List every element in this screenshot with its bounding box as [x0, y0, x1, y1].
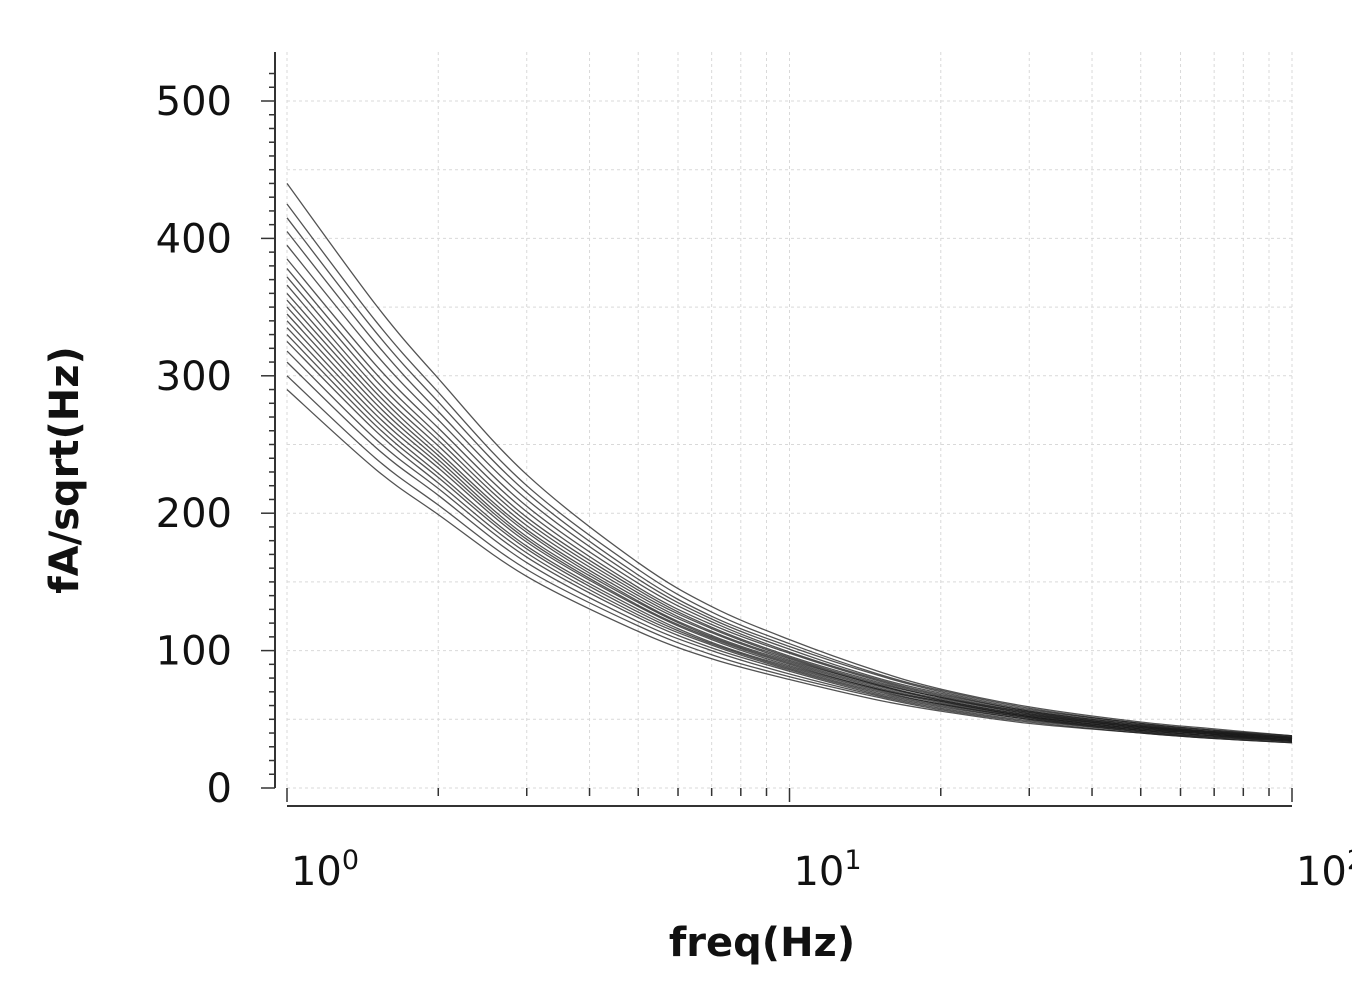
series-line-3 [286, 217, 1293, 738]
series-line-1 [286, 183, 1293, 737]
y-tick-label: 400 [156, 216, 232, 262]
grid [286, 52, 1293, 789]
y-tick-label: 100 [156, 629, 232, 675]
series-line-11 [286, 299, 1293, 741]
series-group [286, 183, 1293, 744]
x-tick-label: 102 [1296, 845, 1352, 895]
x-axis-title: freq(Hz) [669, 920, 855, 966]
series-line-14 [286, 320, 1293, 741]
series-line-21 [286, 389, 1293, 744]
y-axis-title: fA/sqrt(Hz) [42, 346, 88, 594]
x-tick-label: 101 [793, 845, 861, 895]
y-tick-label: 500 [156, 79, 232, 125]
series-line-17 [286, 340, 1293, 742]
x-tick-label: 100 [291, 845, 359, 895]
y-tick-label: 300 [156, 354, 232, 400]
y-tick-label: 0 [207, 766, 232, 812]
axes [274, 52, 1292, 807]
series-line-19 [286, 361, 1293, 742]
series-line-5 [286, 244, 1293, 738]
tick-labels: 0 100 200 300 400 500 100 101 102 [156, 79, 1352, 895]
series-line-8 [286, 276, 1293, 740]
ticks [261, 72, 1293, 802]
y-tick-label: 200 [156, 491, 232, 537]
